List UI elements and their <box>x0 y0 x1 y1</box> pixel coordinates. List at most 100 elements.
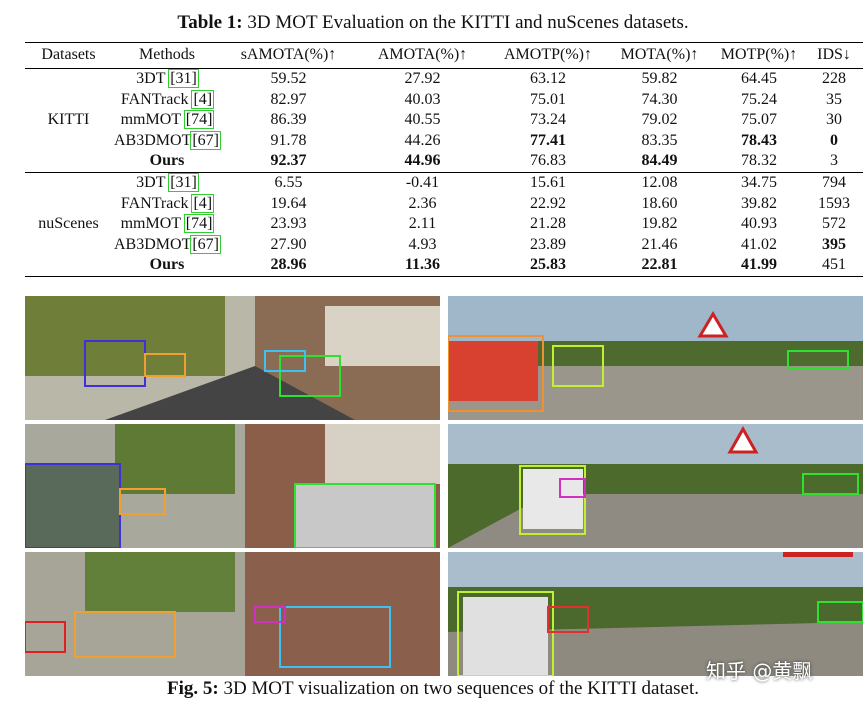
value-cell: 228 <box>822 70 846 87</box>
value-cell: 40.55 <box>404 111 441 129</box>
value-cell: -0.41 <box>355 171 490 194</box>
image-panel <box>25 296 440 420</box>
value-cell: 23.93 <box>270 215 307 233</box>
image-panel <box>448 552 863 676</box>
method-cell: Ours <box>112 255 222 276</box>
value-cell: 27.92 <box>404 70 441 87</box>
value-cell: 40.93 <box>741 215 777 233</box>
value-cell: 41.99 <box>741 256 777 274</box>
method-cell: mmMOT [74] <box>112 214 222 235</box>
value-cell: 64.45 <box>741 70 777 87</box>
value-cell: 63.12 <box>530 70 566 87</box>
citation: [31] <box>168 172 199 192</box>
value-cell: 19.64 <box>270 194 307 212</box>
value-cell: 1593 <box>818 194 850 212</box>
method-name: FANTrack <box>120 194 189 212</box>
dataset-cell: KITTI <box>47 111 90 129</box>
value-cell: 75.24 <box>741 90 777 108</box>
table-row: mmMOT [74] 86.39 40.55 73.24 79.02 75.07 30 <box>25 110 863 131</box>
value-cell: 78.43 <box>741 131 777 149</box>
method-name: FANTrack <box>120 90 189 108</box>
table-row: nuScenes 3DT [31] 6.55 -0.41 15.61 12.08 34.75… <box>25 171 863 277</box>
value-cell: 25.83 <box>530 256 566 274</box>
citation-number: 67 <box>197 131 214 149</box>
method-cell: Ours <box>112 151 222 172</box>
caption-text: 3D MOT Evaluation on the KITTI and nuSce… <box>247 12 689 33</box>
column-header: Methods <box>112 42 222 69</box>
method-cell: mmMOT [74] <box>112 110 222 131</box>
value-cell: 12.08 <box>606 171 713 194</box>
table-row: FANTrack [4] 19.64 2.36 22.92 18.60 39.82 1593 <box>25 193 863 215</box>
value-cell: 0 <box>830 131 838 149</box>
method-cell: 3DT [31] <box>112 171 222 194</box>
value-cell: 40.03 <box>404 90 441 108</box>
value-cell: 11.36 <box>404 256 441 274</box>
value-cell: 22.81 <box>641 256 678 274</box>
table-row: FANTrack [4] 82.97 40.03 75.01 74.30 75.24 35 <box>25 89 863 111</box>
value-cell: 86.39 <box>270 111 307 129</box>
value-cell: 2.11 <box>408 215 437 233</box>
value-cell: 15.61 <box>490 171 606 194</box>
citation-number: 4 <box>198 90 207 108</box>
results-table: Datasets Methods sAMOTA(%)↑ AMOTA(%)↑ AMOTP(… <box>25 42 863 277</box>
value-cell: 22.92 <box>530 194 566 212</box>
value-cell: 4.93 <box>408 235 437 253</box>
method-name: Ours <box>149 152 185 170</box>
column-header: sAMOTA(%)↑ <box>222 42 355 69</box>
value-cell: 41.02 <box>741 235 777 253</box>
value-cell: 73.24 <box>530 111 566 129</box>
value-cell: 59.82 <box>641 70 678 87</box>
citation-number: 31 <box>175 70 192 87</box>
method-name: mmMOT <box>120 111 181 129</box>
value-cell: 39.82 <box>741 194 777 212</box>
citation: [67] <box>190 234 221 254</box>
table-caption: Table 1: 3D MOT Evaluation on the KITTI … <box>0 12 866 34</box>
citation-number: 67 <box>197 235 214 253</box>
method-cell: FANTrack [4] <box>112 89 222 111</box>
value-cell: 79.02 <box>641 111 678 129</box>
image-panel <box>448 424 863 548</box>
caption-label: Fig. 5: <box>166 678 219 699</box>
citation-number: 31 <box>175 173 192 191</box>
method-name: 3DT <box>136 70 166 87</box>
column-header: IDS↓ <box>805 42 863 69</box>
column-header: Datasets <box>25 42 112 69</box>
value-cell: 82.97 <box>270 90 307 108</box>
value-cell: 6.55 <box>222 171 355 194</box>
value-cell: 27.90 <box>270 235 307 253</box>
value-cell: 34.75 <box>713 171 805 194</box>
value-cell: 91.78 <box>270 131 307 149</box>
table-row: mmMOT [74] 23.93 2.11 21.28 19.82 40.93 572 <box>25 214 863 235</box>
value-cell: 92.37 <box>270 152 307 170</box>
method-name: AB3DMOT <box>114 235 192 253</box>
citation: [74] <box>183 214 215 234</box>
value-cell: 75.07 <box>741 111 777 129</box>
method-name: mmMOT <box>120 215 181 233</box>
column-header: MOTA(%)↑ <box>606 42 713 69</box>
value-cell: 83.35 <box>641 131 678 149</box>
table-row: KITTI 3DT [31] 59.52 27.92 63.12 59.82 64.45 22… <box>25 69 863 128</box>
value-cell: 78.32 <box>741 152 777 170</box>
citation-number: 4 <box>198 194 207 212</box>
method-cell: FANTrack [4] <box>112 193 222 215</box>
value-cell: 395 <box>822 235 846 253</box>
citation: [31] <box>168 69 199 88</box>
method-cell: AB3DMOT[67] <box>112 130 222 152</box>
value-cell: 59.52 <box>270 70 307 87</box>
value-cell: 77.41 <box>530 131 566 149</box>
value-cell: 28.96 <box>270 256 307 274</box>
value-cell: 76.83 <box>530 152 566 170</box>
method-name: AB3DMOT <box>114 131 192 149</box>
method-cell: 3DT [31] <box>112 69 222 90</box>
citation: [67] <box>190 130 221 150</box>
value-cell: 572 <box>822 215 846 233</box>
value-cell: 3 <box>830 152 838 170</box>
value-cell: 44.96 <box>404 152 441 170</box>
image-panel <box>448 296 863 420</box>
value-cell: 35 <box>826 90 842 108</box>
value-cell: 21.46 <box>641 235 678 253</box>
value-cell: 794 <box>805 171 863 194</box>
citation-number: 74 <box>191 215 208 233</box>
figure-grid <box>25 296 863 676</box>
